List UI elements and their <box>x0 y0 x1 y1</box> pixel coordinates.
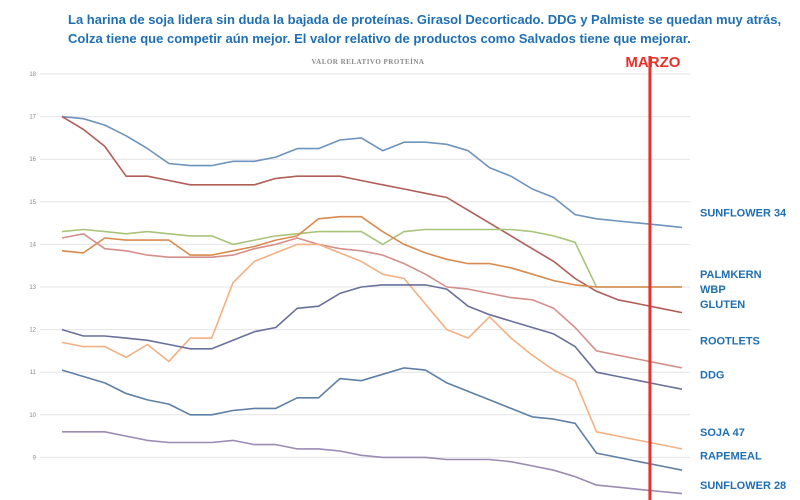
series-line-1 <box>61 115 683 229</box>
y-tick-label: 18 <box>29 72 36 78</box>
series-label: GLUTEN <box>700 299 745 311</box>
marzo-label: MARZO <box>625 54 680 71</box>
y-tick-label: 10 <box>29 413 36 419</box>
series-label: ROOTLETS <box>700 335 760 347</box>
series-line-6 <box>61 243 683 450</box>
y-tick-label: 15 <box>29 200 36 206</box>
series-label: RAPEMEAL <box>700 450 762 462</box>
chart-title: VALOR RELATIVO PROTEÍNA <box>311 58 424 66</box>
y-tick-label: 9 <box>33 455 37 461</box>
series-label: PALMKERN <box>700 269 762 281</box>
headline: La harina de soja lidera sin duda la baj… <box>68 10 782 48</box>
series-line-9 <box>62 431 683 495</box>
series-line-5 <box>61 233 683 369</box>
series-line-8 <box>61 367 683 471</box>
y-tick-label: 11 <box>30 370 37 376</box>
series-labels: SUNFLOWER 34 PALMKERN WBP GLUTEN ROOTLETS DDG… <box>700 207 787 492</box>
gridlines <box>40 73 690 458</box>
series-label: WBP <box>700 284 726 296</box>
series-group <box>61 115 683 495</box>
y-tick-label: 12 <box>29 328 36 334</box>
series-line-4 <box>61 215 682 288</box>
series-label: SUNFLOWER 34 <box>700 207 787 219</box>
y-tick-label: 14 <box>29 242 36 248</box>
y-tick-label: 16 <box>29 157 36 163</box>
series-label: SUNFLOWER 28 <box>700 480 786 492</box>
series-line-3 <box>61 228 682 288</box>
series-line-2 <box>61 115 683 314</box>
y-axis-ticks: 9 10 11 12 13 14 15 16 17 18 <box>29 72 36 461</box>
series-label: SOJA 47 <box>700 427 745 439</box>
series-line-7 <box>61 284 683 390</box>
series-label: DDG <box>700 369 724 381</box>
y-tick-label: 17 <box>29 115 36 121</box>
headline-line-2: Colza tiene que competir aún mejor. El v… <box>68 31 691 46</box>
headline-line-1: La harina de soja lidera sin duda la baj… <box>68 12 782 27</box>
y-tick-label: 13 <box>29 285 36 291</box>
